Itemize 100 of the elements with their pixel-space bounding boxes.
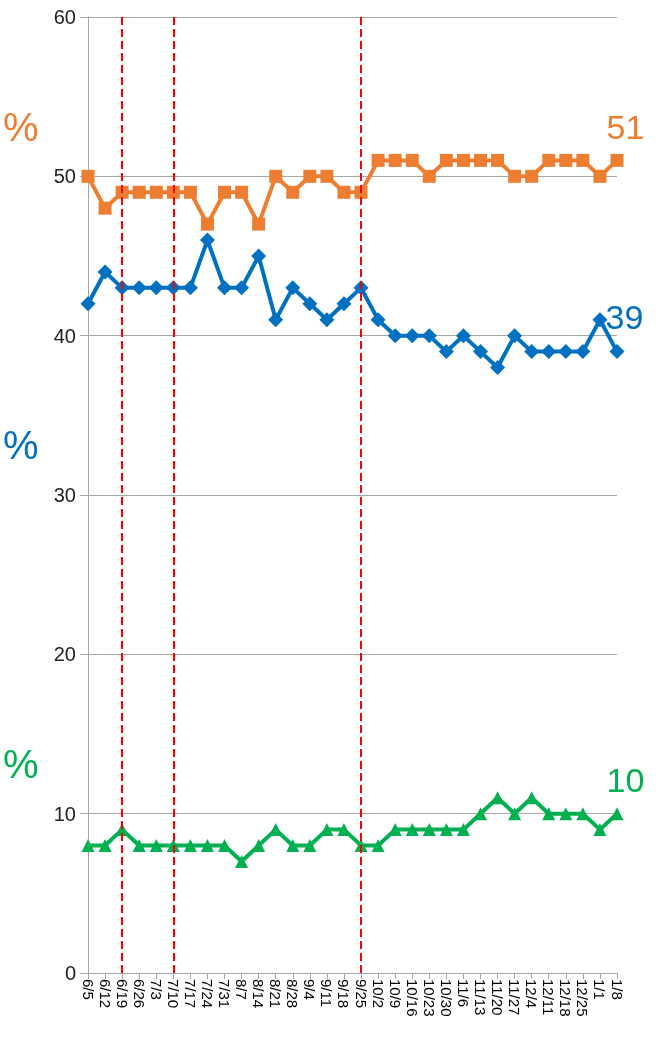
x-tick-label: 10/16: [403, 979, 421, 1017]
point: [524, 344, 540, 360]
x-tick-label: 9/18: [335, 979, 353, 1009]
point: [610, 153, 624, 167]
point: [149, 185, 163, 199]
point: [218, 185, 232, 199]
point: [525, 791, 539, 805]
y-tick-label: 30: [53, 484, 76, 506]
point: [387, 328, 403, 344]
x-tick-label: 10/23: [420, 979, 438, 1017]
point: [542, 807, 556, 821]
x-tick-label: 8/7: [233, 979, 251, 1000]
x-tick-label: 11/27: [506, 979, 524, 1016]
point: [422, 169, 436, 183]
point: [491, 153, 505, 167]
data-label: 10: [606, 761, 645, 800]
text: %: [3, 104, 39, 149]
point: [542, 153, 556, 167]
x-tick-label: 9/25: [352, 979, 370, 1009]
point: [200, 217, 214, 231]
x-tick-label: 10/2: [369, 979, 387, 1009]
point: [558, 344, 574, 360]
point: [81, 839, 95, 853]
point: [302, 296, 318, 312]
point: [131, 280, 147, 296]
point: [575, 344, 591, 360]
point: [388, 153, 402, 167]
point: [388, 823, 402, 837]
x-tick-label: 11/6: [454, 979, 472, 1008]
point: [286, 839, 300, 853]
y-tick-label: 0: [64, 962, 76, 984]
point: [182, 280, 198, 296]
y-tick-label: 60: [53, 6, 76, 28]
point: [285, 280, 301, 296]
x-tick-label: 12/11: [540, 979, 558, 1016]
point: [421, 328, 437, 344]
point: [286, 185, 300, 199]
point: [148, 280, 164, 296]
point: [98, 839, 112, 853]
x-tick-label: 10/9: [386, 979, 404, 1009]
point: [217, 280, 233, 296]
x-tick-label: 8/21: [267, 979, 285, 1009]
point: [132, 185, 146, 199]
data-label: 51: [606, 107, 645, 146]
x-tick-label: 7/10: [164, 979, 182, 1009]
x-tick-label: 6/5: [79, 979, 97, 1000]
x-tick-label: 1/1: [591, 979, 609, 1000]
x-tick-label: 10/30: [437, 979, 455, 1017]
point: [576, 153, 590, 167]
point: [472, 344, 488, 360]
text: %: [3, 423, 39, 468]
x-tick-label: 9/4: [301, 979, 319, 1000]
point: [371, 839, 385, 853]
point: [439, 823, 453, 837]
x-tick-label: 12/25: [574, 979, 592, 1017]
point: [490, 360, 506, 376]
point: [200, 839, 214, 853]
point: [610, 807, 624, 821]
data-label: 39: [605, 298, 644, 337]
point: [98, 201, 112, 215]
point: [303, 169, 317, 183]
point: [235, 854, 249, 868]
point: [303, 839, 317, 853]
point: [183, 839, 197, 853]
point: [592, 312, 608, 328]
x-tick-label: 8/14: [250, 979, 268, 1009]
point: [235, 185, 249, 199]
y-tick-label: 10: [53, 802, 76, 825]
point: [370, 312, 386, 328]
point: [371, 153, 385, 167]
x-tick-label: 7/31: [216, 979, 234, 1009]
point: [337, 823, 351, 837]
x-tick-label: 6/12: [96, 979, 114, 1009]
point: [609, 344, 625, 360]
x-tick-label: 8/28: [284, 979, 302, 1009]
point: [508, 169, 522, 183]
point: [80, 296, 96, 312]
point: [525, 169, 539, 183]
x-tick-label: 9/11: [318, 979, 336, 1008]
point: [337, 185, 351, 199]
point: [320, 169, 334, 183]
point: [559, 807, 573, 821]
point: [269, 169, 283, 183]
point: [319, 312, 335, 328]
text: %: [3, 741, 39, 786]
point: [507, 328, 523, 344]
x-tick-label: 12/4: [523, 979, 541, 1009]
point: [541, 344, 557, 360]
point: [234, 280, 250, 296]
point: [439, 153, 453, 167]
y-tick-label: 50: [53, 165, 76, 188]
point: [199, 232, 215, 248]
x-tick-label: 1/8: [608, 979, 626, 1000]
point: [320, 823, 334, 837]
point: [252, 839, 266, 853]
point: [593, 823, 607, 837]
point: [404, 328, 420, 344]
point: [132, 839, 146, 853]
y-tick-label: 40: [53, 324, 76, 347]
y-tick-label: 20: [53, 643, 76, 666]
